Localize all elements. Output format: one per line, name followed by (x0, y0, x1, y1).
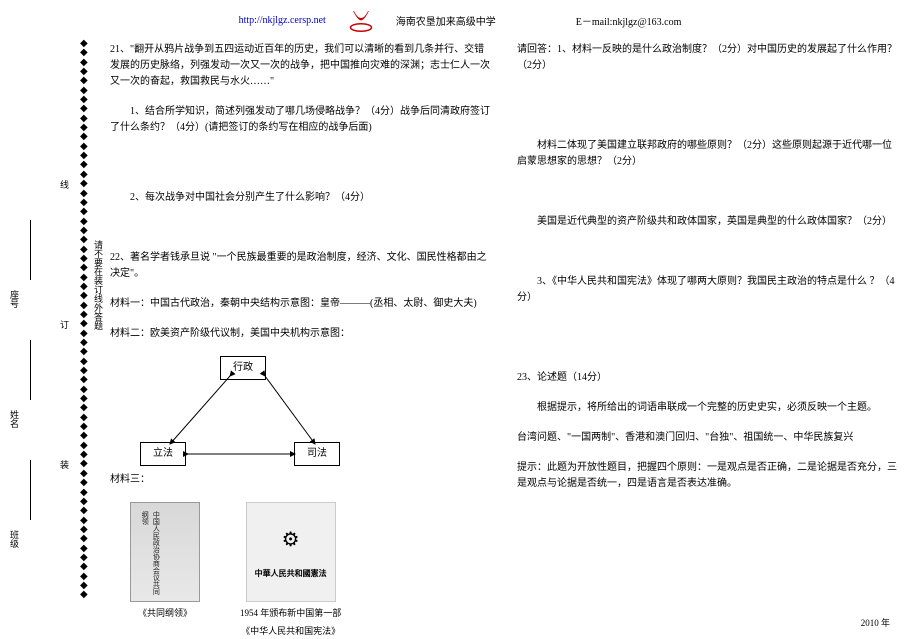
r4: 3、《中华人民共和国宪法》体现了哪两大原则？我国民主政治的特点是什么 ？（4分） (517, 274, 900, 306)
binding-note: 请不要在装订线外答题 (92, 240, 105, 330)
content-area: 21、"翻开从鸦片战争到五四运动近百年的历史，我们可以清晰的看到几条并行、交错发… (110, 42, 900, 602)
image-1: 中国人民政治协商会议共同纲领 (130, 502, 200, 602)
binding-margin: ◆◆◆◆◆◆◆◆◆◆◆◆◆◆◆◆◆◆◆◆◆◆◆◆◆◆◆◆◆◆◆◆◆◆◆◆◆◆◆◆… (0, 40, 90, 600)
image-2: ⚙ 中華人民共和國憲法 (246, 502, 336, 602)
image-2-box: ⚙ 中華人民共和國憲法 1954 年颁布新中国第一部 《中华人民共和国宪法》 (240, 502, 341, 639)
footer-year: 2010 年 (861, 616, 890, 629)
q23-a: 根据提示，将所给出的词语串联成一个完整的历史史实，必须反映一个主题。 (517, 400, 900, 416)
material-images: 中国人民政治协商会议共同纲领 《共同纲领》 ⚙ 中華人民共和國憲法 1954 年… (130, 502, 493, 639)
q23-title: 23、论述题（14分） (517, 370, 900, 386)
line-2 (30, 340, 31, 400)
mark-ding: 订 (58, 320, 71, 329)
q23-c: 提示：此题为开放性题目，把握四个原则：一是观点是否正确，二是论据是否充分，三是观… (517, 460, 900, 492)
r1: 请回答：1、材料一反映的是什么政治制度？（2分）对中国历史的发展起了什么作用？（… (517, 42, 900, 74)
binding-dots: ◆◆◆◆◆◆◆◆◆◆◆◆◆◆◆◆◆◆◆◆◆◆◆◆◆◆◆◆◆◆◆◆◆◆◆◆◆◆◆◆… (80, 40, 88, 600)
mark-xian: 线 (58, 180, 71, 189)
q21-intro: 21、"翻开从鸦片战争到五四运动近百年的历史，我们可以清晰的看到几条并行、交错发… (110, 42, 493, 90)
image-1-box: 中国人民政治协商会议共同纲领 《共同纲领》 (130, 502, 200, 639)
header-url: http://nkjlgz.cersp.net (239, 15, 326, 26)
left-column: 21、"翻开从鸦片战争到五四运动近百年的历史，我们可以清晰的看到几条并行、交错发… (110, 42, 493, 602)
header-school: 海南农垦加来高级中学 (396, 13, 496, 28)
q23-b: 台湾问题、"一国两制"、香港和澳门回归、"台独"、祖国统一、中华民族复兴 (517, 430, 900, 446)
tri-arrows-icon (140, 356, 360, 466)
label-name: 姓名 (8, 410, 21, 428)
image-2-inner: 中華人民共和國憲法 (255, 568, 327, 581)
r3: 美国是近代典型的资产阶级共和政体国家，英国是典型的什么政体国家？（2分） (517, 214, 900, 230)
triangle-diagram: 行政 立法 司法 (140, 356, 360, 466)
q22-m2: 材料二：欧美资产阶级代议制，美国中央机构示意图： (110, 326, 493, 342)
image-1-inner: 中国人民政治协商会议共同纲领 (139, 511, 161, 601)
q22-m1: 材料一：中国古代政治，秦朝中央结构示意图：皇帝———(丞相、太尉、御史大夫) (110, 296, 493, 312)
q21-sub1: 1、结合所学知识，简述列强发动了哪几场侵略战争？（4分）战争后同清政府签订了什么… (110, 104, 493, 136)
q22-intro: 22、著名学者钱承旦说 "一个民族最重要的是政治制度，经济、文化、国民性格都由之… (110, 250, 493, 282)
q21-sub2: 2、每次战争对中国社会分别产生了什么影响？（4分） (110, 190, 493, 206)
school-logo-icon (346, 5, 376, 35)
image-1-caption: 《共同纲领》 (138, 606, 192, 620)
label-seat: 座号 (8, 290, 21, 308)
line-1 (30, 460, 31, 520)
label-class: 班级 (8, 530, 21, 548)
q22-m3: 材料三： (110, 472, 493, 488)
header-email: E－mail:nkjlgz@163.com (576, 13, 682, 28)
mark-zhuang: 装 (58, 460, 71, 469)
page-header: http://nkjlgz.cersp.net 海南农垦加来高级中学 E－mai… (0, 0, 920, 40)
emblem-icon: ⚙ (282, 524, 300, 556)
right-column: 请回答：1、材料一反映的是什么政治制度？（2分）对中国历史的发展起了什么作用？（… (517, 42, 900, 602)
r2: 材料二体现了美国建立联邦政府的哪些原则？（2分）这些原则起源于近代哪一位启蒙思想… (517, 138, 900, 170)
line-3 (30, 220, 31, 280)
image-2-caption-a: 1954 年颁布新中国第一部 (240, 606, 341, 620)
